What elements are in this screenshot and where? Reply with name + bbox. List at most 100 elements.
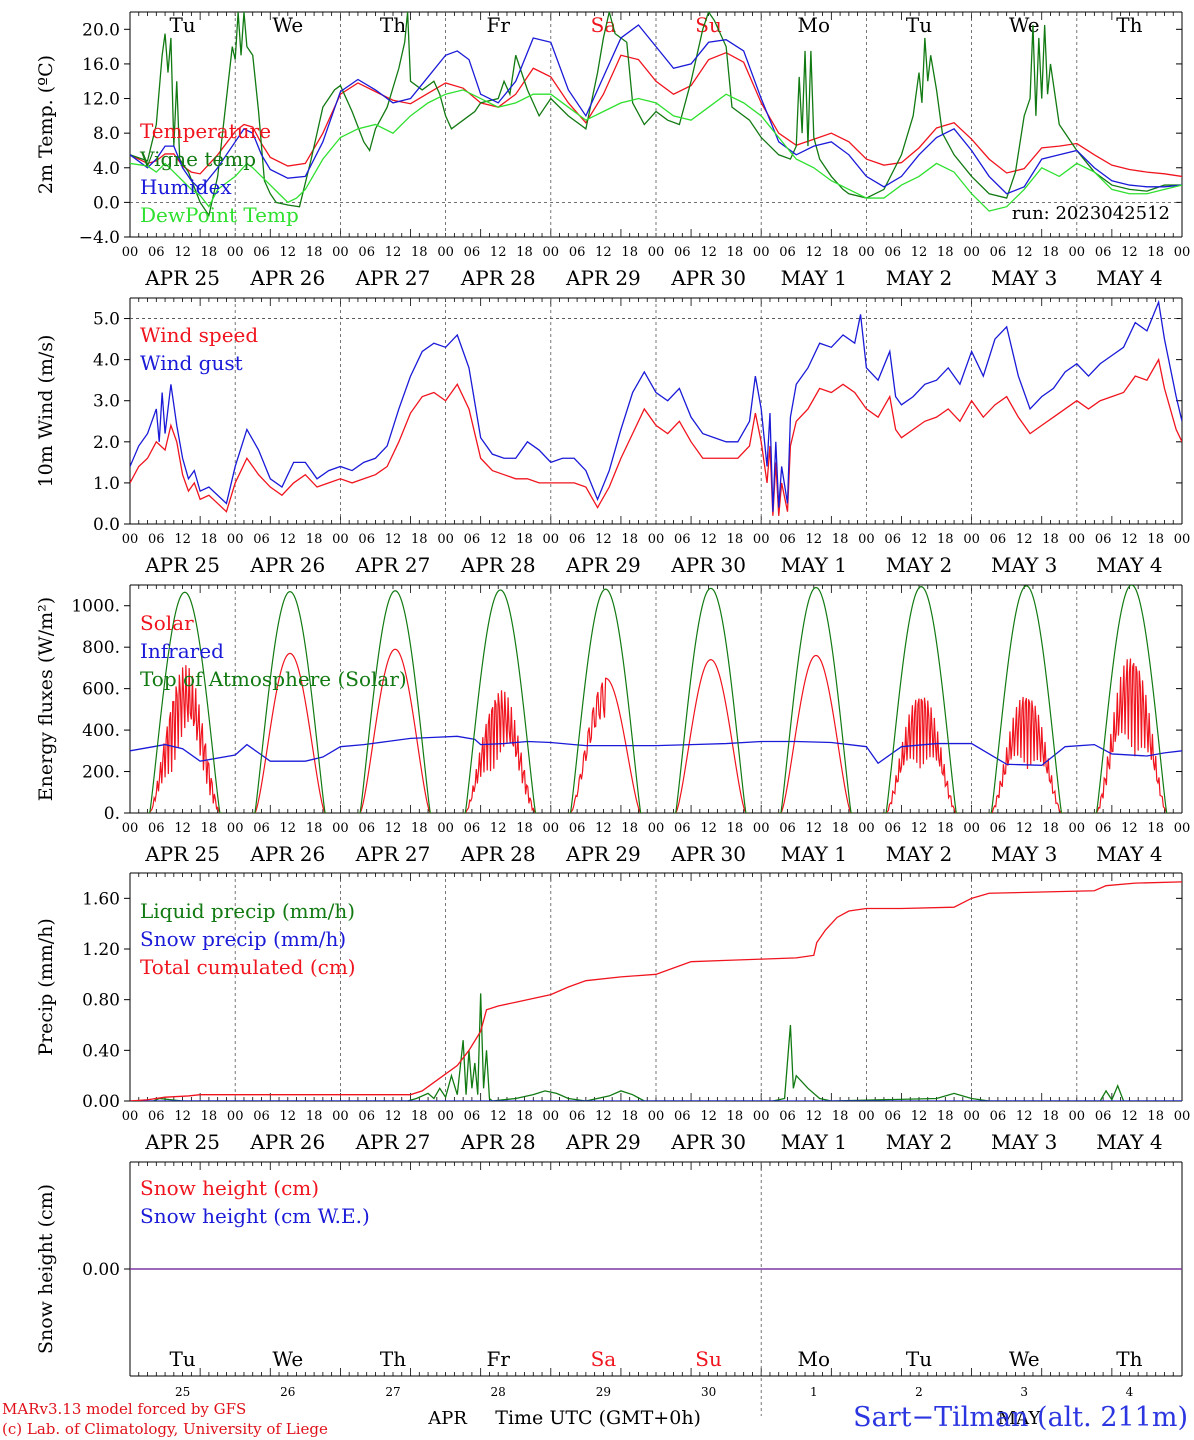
hour-tick-label: 00: [332, 1109, 349, 1124]
hour-tick-label: 00: [1069, 821, 1086, 836]
date-label: MAY 4: [1096, 842, 1162, 866]
hour-tick-label: 06: [464, 532, 481, 547]
date-label: APR 30: [670, 266, 746, 290]
hour-tick-label: 12: [490, 1109, 507, 1124]
date-label: MAY 2: [886, 266, 952, 290]
date-label: MAY 3: [991, 842, 1057, 866]
weekday-label: Th: [380, 1347, 406, 1371]
hour-tick-label: 18: [727, 532, 744, 547]
hour-tick-label: 12: [911, 245, 928, 260]
hour-tick-label: 06: [1095, 245, 1112, 260]
hour-tick-label: 12: [1121, 821, 1138, 836]
hour-tick-label: 12: [385, 1109, 402, 1124]
hour-tick-label: 00: [543, 245, 560, 260]
series-line-red: [130, 51, 1182, 178]
hour-tick-label: 18: [727, 821, 744, 836]
hour-tick-label: 00: [1174, 821, 1191, 836]
day-number-label: 25: [175, 1385, 190, 1399]
series-line-blue: [130, 735, 1182, 766]
hour-tick-label: 00: [543, 1109, 560, 1124]
legend-entry: Wind speed: [140, 323, 258, 347]
hour-tick-label: 12: [700, 245, 717, 260]
hour-tick-label: 18: [621, 245, 638, 260]
hour-tick-label: 18: [201, 245, 218, 260]
hour-tick-label: 00: [753, 821, 770, 836]
hour-tick-label: 06: [358, 532, 375, 547]
hour-tick-label: 18: [411, 532, 428, 547]
date-label: MAY 1: [781, 553, 847, 577]
date-label: APR 26: [249, 553, 325, 577]
hour-tick-label: 12: [385, 245, 402, 260]
legend-entry: Solar: [140, 611, 194, 635]
date-label: MAY 1: [781, 1130, 847, 1154]
legend-entry: Temperature: [140, 119, 271, 143]
hour-tick-label: 12: [1016, 532, 1033, 547]
date-label: APR 30: [670, 1130, 746, 1154]
hour-tick-label: 00: [963, 532, 980, 547]
hour-tick-label: 00: [227, 245, 244, 260]
hour-tick-label: 06: [779, 245, 796, 260]
x-axis-label: Time UTC (GMT+0h): [495, 1407, 701, 1429]
series-line-red-day-7: [778, 654, 854, 813]
day-number-label: 27: [385, 1385, 400, 1399]
hour-tick-label: 12: [174, 1109, 191, 1124]
legend-entry: Wind gust: [140, 351, 243, 375]
date-label: MAY 2: [886, 1130, 952, 1154]
hour-tick-label: 12: [174, 821, 191, 836]
weekday-label: Tu: [169, 1347, 195, 1371]
date-label: MAY 1: [781, 266, 847, 290]
y-tick-label: 200.: [82, 763, 120, 783]
y-tick-label: 8.0: [93, 124, 120, 144]
date-label: APR 27: [355, 553, 431, 577]
hour-tick-label: 00: [753, 245, 770, 260]
hour-tick-label: 00: [753, 532, 770, 547]
legend-entry: Humidex: [140, 175, 232, 199]
legend-entry: Snow precip (mm/h): [140, 927, 346, 951]
hour-tick-label: 06: [990, 532, 1007, 547]
hour-tick-label: 00: [1174, 245, 1191, 260]
series-line-green: [130, 12, 1182, 217]
run-label: run: 2023042512: [1012, 203, 1170, 224]
series-line-green-day-3: [357, 590, 433, 813]
hour-tick-label: 06: [674, 245, 691, 260]
series-line-red: [130, 881, 1182, 1101]
hour-tick-label: 18: [937, 1109, 954, 1124]
weekday-label: We: [272, 13, 303, 37]
hour-tick-label: 18: [201, 1109, 218, 1124]
day-number-label: 28: [491, 1385, 506, 1399]
hour-tick-label: 18: [1042, 532, 1059, 547]
hour-tick-label: 12: [806, 821, 823, 836]
hour-tick-label: 18: [1147, 821, 1164, 836]
date-label: APR 28: [460, 266, 536, 290]
hour-tick-label: 12: [280, 821, 297, 836]
series-line-green-day-1: [147, 591, 223, 813]
legend-entry: DewPoint Temp: [140, 203, 299, 227]
hour-tick-label: 18: [516, 245, 533, 260]
hour-tick-label: 18: [306, 245, 323, 260]
hour-tick-label: 06: [1095, 821, 1112, 836]
date-label: APR 26: [249, 266, 325, 290]
weekday-label: We: [1009, 1347, 1040, 1371]
hour-tick-label: 12: [490, 245, 507, 260]
hour-tick-label: 18: [1147, 1109, 1164, 1124]
date-label: APR 25: [144, 553, 220, 577]
series-line-red-day-10: [1094, 658, 1169, 813]
day-number-label: 4: [1126, 1385, 1134, 1399]
day-number-label: 3: [1020, 1385, 1028, 1399]
series-line-red-day-4: [463, 690, 538, 813]
weekday-label: We: [272, 1347, 303, 1371]
y-tick-label: 2.0: [93, 433, 120, 453]
hour-tick-label: 12: [700, 532, 717, 547]
weekday-label: We: [1009, 13, 1040, 37]
series-line-blue: [130, 299, 1182, 512]
hour-tick-label: 00: [227, 821, 244, 836]
hour-tick-label: 06: [884, 532, 901, 547]
y-tick-label: 1.20: [82, 940, 120, 960]
hour-tick-label: 06: [779, 1109, 796, 1124]
date-label: MAY 2: [886, 842, 952, 866]
hour-tick-label: 18: [1042, 821, 1059, 836]
hour-tick-label: 06: [253, 1109, 270, 1124]
hour-tick-label: 06: [884, 245, 901, 260]
hour-tick-label: 00: [858, 532, 875, 547]
hour-tick-label: 12: [280, 532, 297, 547]
